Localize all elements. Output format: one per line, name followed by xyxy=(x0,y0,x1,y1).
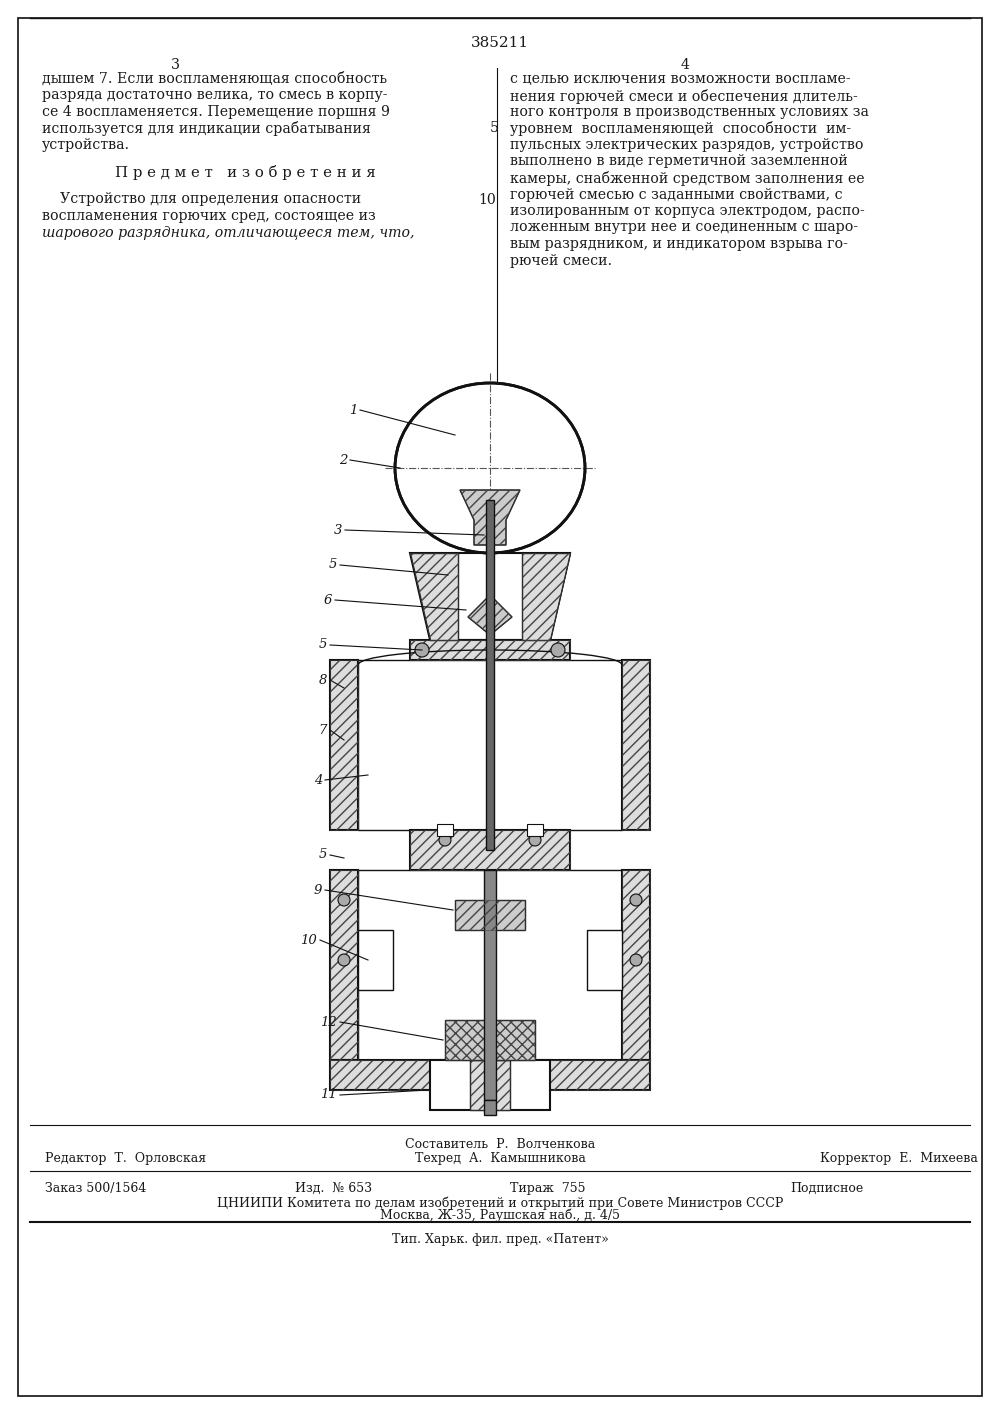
Bar xyxy=(622,870,650,1060)
Text: ЦНИИПИ Комитета по делам изобретений и открытий при Совете Министров СССР: ЦНИИПИ Комитета по делам изобретений и о… xyxy=(217,1196,783,1209)
Text: воспламенения горючих сред, состоящее из: воспламенения горючих сред, состоящее из xyxy=(42,209,376,223)
Ellipse shape xyxy=(395,383,585,553)
Polygon shape xyxy=(460,491,520,544)
Bar xyxy=(445,1019,535,1060)
Text: шарового разрядника, отличающееся тем, что,: шарового разрядника, отличающееся тем, ч… xyxy=(42,225,415,239)
Text: ного контроля в производственных условиях за: ного контроля в производственных условия… xyxy=(510,105,869,119)
Text: горючей смесью с заданными свойствами, с: горючей смесью с заданными свойствами, с xyxy=(510,188,843,202)
Bar xyxy=(358,870,622,1060)
Text: используется для индикации срабатывания: используется для индикации срабатывания xyxy=(42,122,371,137)
Text: 11: 11 xyxy=(320,1089,337,1102)
Text: Редактор  Т.  Орловская: Редактор Т. Орловская xyxy=(45,1152,206,1165)
Text: 9: 9 xyxy=(314,884,322,896)
Polygon shape xyxy=(410,553,458,641)
Text: 5: 5 xyxy=(490,122,499,136)
Circle shape xyxy=(630,954,642,966)
Bar xyxy=(484,1100,496,1116)
Bar xyxy=(455,899,525,930)
Text: Техред  А.  Камышникова: Техред А. Камышникова xyxy=(415,1152,585,1165)
Text: 12: 12 xyxy=(320,1015,337,1028)
Text: 3: 3 xyxy=(334,523,342,536)
Text: нения горючей смеси и обеспечения длитель-: нения горючей смеси и обеспечения длител… xyxy=(510,89,858,103)
Bar xyxy=(455,899,525,930)
Bar xyxy=(358,660,622,830)
Bar xyxy=(622,870,650,1060)
Circle shape xyxy=(415,643,429,658)
Bar xyxy=(527,824,543,836)
Bar xyxy=(330,660,358,830)
Text: 3: 3 xyxy=(170,58,180,72)
Text: се 4 воспламеняется. Перемещение поршня 9: се 4 воспламеняется. Перемещение поршня … xyxy=(42,105,390,119)
Bar xyxy=(622,660,650,830)
Text: 10: 10 xyxy=(478,192,496,206)
Text: Москва, Ж-35, Раушская наб., д. 4/5: Москва, Ж-35, Раушская наб., д. 4/5 xyxy=(380,1209,620,1223)
Text: 7: 7 xyxy=(319,724,327,737)
Text: выполнено в виде герметичной заземленной: выполнено в виде герметичной заземленной xyxy=(510,154,848,168)
Circle shape xyxy=(338,954,350,966)
Text: изолированным от корпуса электродом, распо-: изолированным от корпуса электродом, рас… xyxy=(510,204,865,218)
Text: Подписное: Подписное xyxy=(790,1182,863,1195)
Text: Составитель  Р.  Волченкова: Составитель Р. Волченкова xyxy=(405,1138,595,1151)
Text: с целью исключения возможности воспламе-: с целью исключения возможности воспламе- xyxy=(510,72,851,86)
Text: Тираж  755: Тираж 755 xyxy=(510,1182,586,1195)
Text: 2: 2 xyxy=(339,454,347,467)
Bar xyxy=(622,660,650,830)
Circle shape xyxy=(551,643,565,658)
Text: П р е д м е т   и з о б р е т е н и я: П р е д м е т и з о б р е т е н и я xyxy=(115,164,375,180)
Bar xyxy=(330,660,358,830)
Bar xyxy=(437,824,453,836)
Text: Заказ 500/1564: Заказ 500/1564 xyxy=(45,1182,146,1195)
Text: Устройство для определения опасности: Устройство для определения опасности xyxy=(42,192,361,206)
Text: дышем 7. Если воспламеняющая способность: дышем 7. Если воспламеняющая способность xyxy=(42,72,387,86)
Bar xyxy=(330,870,358,1060)
Bar xyxy=(445,1019,535,1060)
Bar xyxy=(587,930,622,990)
Text: вым разрядником, и индикатором взрыва го-: вым разрядником, и индикатором взрыва го… xyxy=(510,238,848,252)
Bar xyxy=(470,1060,510,1110)
Polygon shape xyxy=(468,595,512,635)
Circle shape xyxy=(338,894,350,906)
Bar xyxy=(410,830,570,870)
Circle shape xyxy=(439,834,451,846)
Text: 10: 10 xyxy=(300,933,317,946)
Bar xyxy=(430,1060,550,1110)
Text: 5: 5 xyxy=(319,848,327,861)
Text: разряда достаточно велика, то смесь в корпу-: разряда достаточно велика, то смесь в ко… xyxy=(42,89,388,102)
Bar xyxy=(330,870,358,1060)
Bar xyxy=(484,870,496,1100)
Text: 5: 5 xyxy=(319,639,327,652)
Bar xyxy=(410,641,570,660)
Bar xyxy=(410,641,570,660)
Circle shape xyxy=(529,834,541,846)
Text: Изд.  № 653: Изд. № 653 xyxy=(295,1182,372,1195)
Text: рючей смеси.: рючей смеси. xyxy=(510,253,612,267)
Polygon shape xyxy=(410,553,570,641)
Text: 8: 8 xyxy=(319,673,327,687)
Text: ложенным внутри нее и соединенным с шаро-: ложенным внутри нее и соединенным с шаро… xyxy=(510,221,858,235)
Bar xyxy=(330,1060,650,1090)
Bar xyxy=(358,930,393,990)
Text: 1: 1 xyxy=(349,403,357,417)
Text: 4: 4 xyxy=(314,773,322,786)
Bar xyxy=(330,1060,650,1090)
Text: 4: 4 xyxy=(681,58,689,72)
Text: устройства.: устройства. xyxy=(42,139,130,151)
Bar xyxy=(470,1060,510,1110)
Text: камеры, снабженной средством заполнения ее: камеры, снабженной средством заполнения … xyxy=(510,171,865,187)
Bar xyxy=(486,501,494,850)
Text: уровнем  воспламеняющей  способности  им-: уровнем воспламеняющей способности им- xyxy=(510,122,851,137)
Text: Тип. Харьк. фил. пред. «Патент»: Тип. Харьк. фил. пред. «Патент» xyxy=(392,1233,608,1246)
Text: 5: 5 xyxy=(329,559,337,571)
Circle shape xyxy=(630,894,642,906)
Text: 385211: 385211 xyxy=(471,35,529,49)
Text: 6: 6 xyxy=(324,594,332,607)
Bar xyxy=(410,830,570,870)
Text: Корректор  Е.  Михеева: Корректор Е. Михеева xyxy=(820,1152,978,1165)
Polygon shape xyxy=(522,553,570,641)
Text: пульсных электрических разрядов, устройство: пульсных электрических разрядов, устройс… xyxy=(510,139,864,151)
